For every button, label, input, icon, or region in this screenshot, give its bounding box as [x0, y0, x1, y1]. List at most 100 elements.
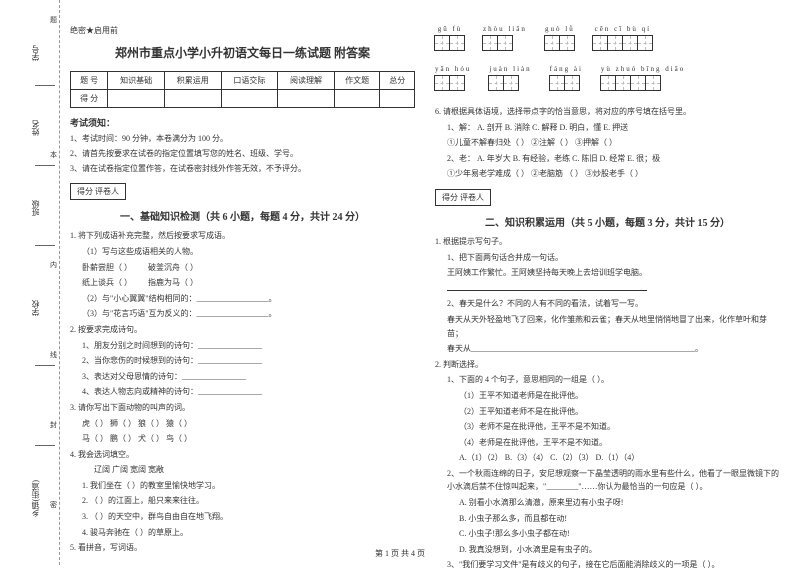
margin-label-school: 学校	[30, 300, 41, 316]
pinyin-block: guò lǜ	[545, 25, 575, 51]
q1a-item: 卧薪尝胆（ ） 破釜沉舟（ ）	[70, 261, 415, 275]
q2-item: 3、表达对父母恩情的诗句：________________	[70, 370, 415, 384]
s2-q2a-item: （4）老师是在批评他，王平不是不知道。	[435, 436, 780, 450]
question-1: 1. 将下列成语补充完整，然后按要求写成语。	[70, 229, 415, 243]
tian-grid[interactable]	[435, 75, 471, 91]
q1a-item: 纸上谈兵（ ） 指鹿为马（ ）	[70, 276, 415, 290]
tian-grid[interactable]	[483, 35, 527, 51]
section-2-title: 二、知识积累运用（共 5 小题，每题 3 分，共计 15 分）	[435, 214, 780, 229]
page-content: 绝密★启用前 郑州市重点小学小升初语文每日一练试题 附答案 题 号 知识基础 积…	[70, 0, 800, 574]
fold-mark: 封	[50, 420, 57, 430]
score-header: 作文题	[334, 72, 380, 90]
question-1b: （2）与"小心翼翼"结构相同的：__________________。	[70, 292, 415, 306]
score-header: 知识基础	[108, 72, 165, 90]
fold-mark: 题	[50, 15, 57, 25]
table-row: 题 号 知识基础 积累运用 口语交际 阅读理解 作文题 总分	[71, 72, 415, 90]
q6-line2-items: ①少年易老学难成（ ） ②老脑筋 （ ） ③炒股老手（ ）	[435, 167, 780, 181]
margin-label-town: 乡镇(街道)	[30, 480, 41, 517]
s2-q2a: 1、下面的 4 个句子，意思相同的一组是（ ）。	[435, 373, 780, 387]
question-3: 3. 请你写出下面动物的叫声的词。	[70, 401, 415, 415]
score-row-label: 得 分	[71, 90, 108, 108]
notice-title: 考试须知：	[70, 116, 415, 129]
pinyin-block: yù zhuó bīng diāo	[601, 65, 685, 91]
s2-q2c: 3、"我们要学习文件"是有歧义的句子，接在它后面能消除歧义的一项是（ ）。	[435, 558, 780, 572]
fold-mark: 本	[50, 150, 57, 160]
fold-mark: 线	[50, 350, 57, 360]
pinyin-text: cēn cī bù qí	[593, 25, 653, 33]
grader-box: 得分 评卷人	[70, 183, 126, 200]
question-6: 6. 请根据具体语境，选择带点字的恰当意思，将对应的序号填在括号里。	[435, 105, 780, 119]
pinyin-block: gū fù	[435, 25, 465, 51]
pinyin-text: fáng ài	[550, 65, 583, 73]
table-row: 得 分	[71, 90, 415, 108]
s2-q1b-blank: 春天从_____________________________________…	[435, 342, 780, 356]
tian-grid[interactable]	[601, 75, 685, 91]
pinyin-text: gū fù	[435, 25, 465, 33]
q2-item: 4、表达人物志向或精神的诗句：________________	[70, 385, 415, 399]
s2-q2b: 2、一个秋雨连绵的日子，安尼想观察一下晶莹透明的雨水里有些什么，他看了一眼显微镜…	[435, 467, 780, 494]
q4-item: 2. （ ）的江面上，船只来来往往。	[70, 494, 415, 508]
s2-q2b-item: C. 小虫子!那么多小虫子都在动!	[435, 527, 780, 541]
tian-grid[interactable]	[545, 35, 575, 51]
answer-blank[interactable]	[435, 282, 780, 296]
tian-grid[interactable]	[435, 35, 465, 51]
s2-q1b-text: 春天从天外轻盈地飞了回来，化作雏燕和云雀；春天从地里悄悄地冒了出来，化作草叶和芽…	[435, 313, 780, 340]
fold-mark: 密	[50, 500, 57, 510]
pinyin-grid: gū fù zhòu liǎn guò lǜ cēn cī bù qí yān hóu j…	[435, 25, 780, 91]
s2-q1a: 1、把下面两句话合并成一句话。	[435, 251, 780, 265]
s2-q2b-item: B. 小虫子那么多，而且都在动!	[435, 512, 780, 526]
s2-q2a-opts: A.（1）（2） B.（3）（4） C.（2）（3） D.（1）（4）	[435, 451, 780, 465]
pinyin-block: juàn liàn	[489, 65, 531, 91]
margin-label-class: 班级	[30, 200, 41, 216]
section-1-title: 一、基础知识检测（共 6 小题，每题 4 分，共计 24 分）	[70, 208, 415, 223]
right-column: gū fù zhòu liǎn guò lǜ cēn cī bù qí yān hóu j…	[435, 25, 780, 574]
pinyin-block: fáng ài	[550, 65, 583, 91]
fold-mark: 内	[50, 260, 57, 270]
s2-q1b: 2、春天是什么？不同的人有不同的看法，试着写一写。	[435, 297, 780, 311]
score-table: 题 号 知识基础 积累运用 口语交际 阅读理解 作文题 总分 得 分	[70, 71, 415, 108]
pinyin-text: zhòu liǎn	[483, 25, 527, 33]
tian-grid[interactable]	[593, 35, 653, 51]
score-header: 阅读理解	[278, 72, 335, 90]
s2-question-1: 1. 根据提示写句子。	[435, 235, 780, 249]
pinyin-block: zhòu liǎn	[483, 25, 527, 51]
q3-item: 马（ ） 鹏（ ） 犬（ ） 鸟（ ）	[70, 432, 415, 446]
tian-grid[interactable]	[489, 75, 531, 91]
question-1a: （1）写与这些成语相关的人物。	[70, 245, 415, 259]
notice-item: 2、请首先按要求在试卷的指定位置填写您的姓名、班级、学号。	[70, 148, 415, 161]
page-footer: 第 1 页 共 4 页	[0, 548, 800, 559]
question-1c: （3）与"花言巧语"互为反义的：__________________。	[70, 307, 415, 321]
q4-item: 1. 我们坐在（ ）的教室里愉快地学习。	[70, 479, 415, 493]
question-4: 4. 我会选词填空。	[70, 448, 415, 462]
s2-q2a-item: （2）王平知道老师不是在批评他。	[435, 405, 780, 419]
score-header: 积累运用	[164, 72, 221, 90]
secret-label: 绝密★启用前	[70, 25, 415, 36]
s2-q2a-item: （1）王平不知道老师是在批评他。	[435, 389, 780, 403]
pinyin-block: yān hóu	[435, 65, 471, 91]
tian-grid[interactable]	[550, 75, 583, 91]
pinyin-block: cēn cī bù qí	[593, 25, 653, 51]
s2-q2b-item: A. 别看小水滴那么清澈，原来里边有小虫子呀!	[435, 496, 780, 510]
margin-label-name: 姓名	[30, 120, 41, 136]
margin-label-id: 学号	[30, 45, 41, 61]
pinyin-text: juàn liàn	[489, 65, 531, 73]
q4-item: 4. 骏马奔驰在（ ）的草原上。	[70, 526, 415, 540]
score-header: 题 号	[71, 72, 108, 90]
score-header: 总分	[380, 72, 415, 90]
q6-line1-items: ①儿童不解春归处（ ） ②注解（ ） ③押解（ ）	[435, 136, 780, 150]
score-header: 口语交际	[221, 72, 278, 90]
q3-item: 虎（ ） 狮（ ） 狼（ ） 猿（ ）	[70, 417, 415, 431]
left-column: 绝密★启用前 郑州市重点小学小升初语文每日一练试题 附答案 题 号 知识基础 积…	[70, 25, 415, 574]
q4-opts: 辽阔 广阔 宽阔 宽敞	[70, 463, 415, 477]
pinyin-text: guò lǜ	[545, 25, 575, 33]
pinyin-text: yān hóu	[435, 65, 471, 73]
q2-item: 1、朋友分别之时间想到的诗句：________________	[70, 339, 415, 353]
pinyin-text: yù zhuó bīng diāo	[601, 65, 685, 73]
binding-margin: 题 学号 姓名 本 班级 内 学校 线 封 乡镇(街道) 密	[0, 0, 60, 565]
q2-item: 2、当你悲伤的时候想到的诗句：________________	[70, 354, 415, 368]
question-2: 2. 按要求完成诗句。	[70, 323, 415, 337]
s2-q1a-text: 王阿姨工作繁忙。王阿姨坚持每天晚上去培训班学电脑。	[435, 266, 780, 280]
q6-line1: 1、解： A. 剖开 B. 消除 C. 解释 D. 明白，懂 E. 押送	[435, 121, 780, 135]
q4-item: 3. （ ）的天空中，群鸟自由自在地飞翔。	[70, 510, 415, 524]
grader-box: 得分 评卷人	[435, 189, 491, 206]
